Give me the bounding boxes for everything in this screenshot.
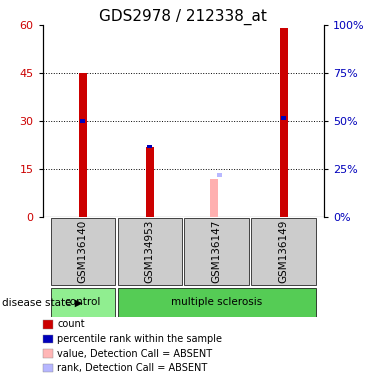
- Text: count: count: [57, 319, 85, 329]
- Text: GSM134953: GSM134953: [145, 220, 155, 283]
- Bar: [147, 145, 152, 149]
- Bar: [118, 218, 182, 285]
- Bar: [79, 73, 87, 217]
- Bar: [80, 119, 85, 123]
- Text: GSM136149: GSM136149: [279, 220, 289, 283]
- Title: GDS2978 / 212338_at: GDS2978 / 212338_at: [99, 9, 267, 25]
- Text: rank, Detection Call = ABSENT: rank, Detection Call = ABSENT: [57, 363, 208, 373]
- Text: GSM136147: GSM136147: [212, 220, 222, 283]
- Text: GSM136140: GSM136140: [78, 220, 88, 283]
- Bar: [118, 288, 316, 317]
- Bar: [280, 28, 287, 217]
- Bar: [185, 218, 249, 285]
- Bar: [146, 147, 154, 217]
- Bar: [51, 288, 115, 317]
- Text: value, Detection Call = ABSENT: value, Detection Call = ABSENT: [57, 349, 212, 359]
- Bar: [51, 218, 115, 285]
- Text: multiple sclerosis: multiple sclerosis: [171, 297, 262, 308]
- Text: percentile rank within the sample: percentile rank within the sample: [57, 334, 222, 344]
- Text: disease state ▶: disease state ▶: [2, 297, 83, 308]
- Text: control: control: [64, 297, 101, 308]
- Bar: [217, 174, 222, 177]
- Bar: [281, 116, 286, 120]
- Bar: [252, 218, 316, 285]
- Bar: [210, 179, 218, 217]
